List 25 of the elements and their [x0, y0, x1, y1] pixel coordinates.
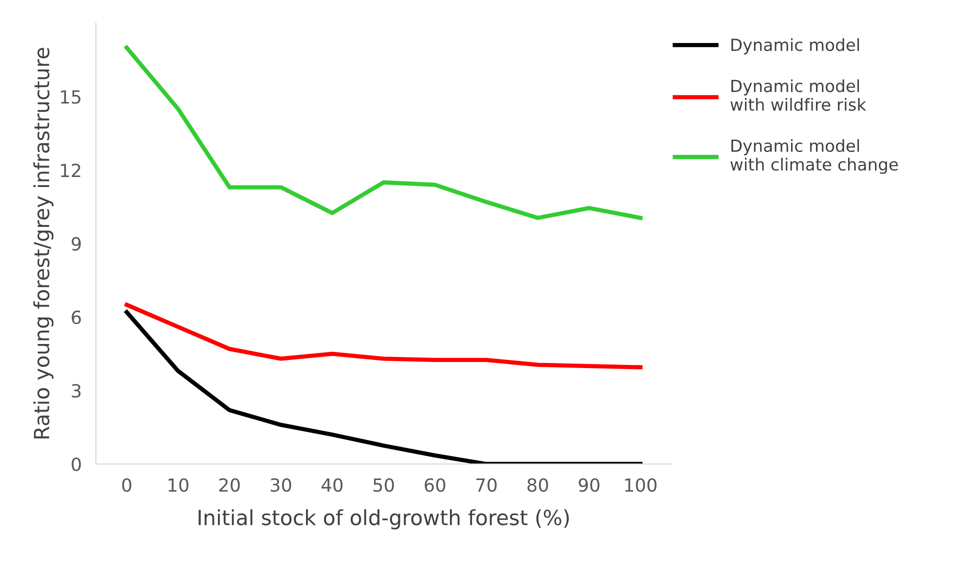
legend-label: Dynamic model with wildfire risk	[730, 79, 866, 111]
y-tick-label: 3	[72, 384, 81, 398]
line-series	[124, 46, 643, 220]
line-series	[124, 302, 643, 370]
y-tick-label: 12	[61, 164, 80, 177]
y-tick-label: 15	[61, 90, 80, 104]
y-tick-label: 6	[72, 310, 81, 324]
x-tick-label: 0	[122, 478, 132, 492]
x-tick-label: 90	[578, 478, 600, 492]
x-tick-label: 70	[476, 478, 497, 492]
x-tick-label: 20	[219, 478, 240, 492]
line-series	[124, 310, 643, 464]
x-tick-label: 40	[322, 478, 343, 492]
x-axis-title: Initial stock of old-growth forest (%)	[198, 509, 569, 530]
x-tick-label: 50	[374, 478, 394, 492]
y-axis-title: Ratio young forest/grey infrastructure	[33, 48, 54, 438]
x-tick-label: 60	[424, 478, 446, 492]
y-tick-label: 0	[72, 457, 81, 472]
legend-label: Dynamic model with climate change	[730, 139, 898, 174]
x-tick-label: 10	[168, 478, 188, 492]
legend-label: Dynamic model	[731, 38, 859, 54]
x-tick-label: 100	[625, 478, 657, 492]
y-tick-label: 9	[72, 237, 81, 251]
x-tick-label: 80	[527, 478, 548, 492]
x-tick-label: 30	[270, 478, 292, 492]
